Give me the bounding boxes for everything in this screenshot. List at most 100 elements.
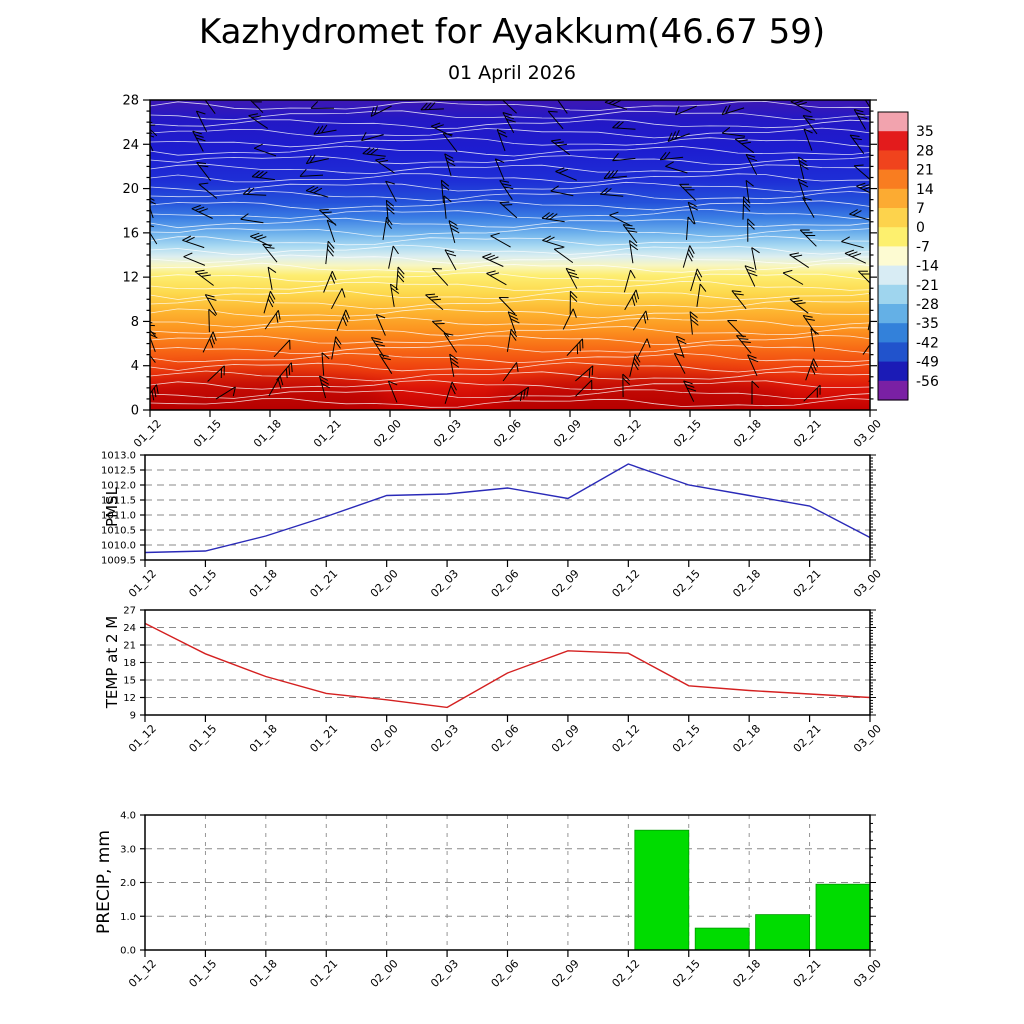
page-subtitle: 01 April 2026	[447, 62, 577, 84]
page-title: Kazhydromet for Ayakkum(46.67 59)	[198, 12, 826, 52]
precip-bar	[634, 829, 690, 951]
svg-text:01_21: 01_21	[307, 957, 340, 990]
svg-text:27: 27	[123, 606, 136, 617]
svg-text:28: 28	[916, 143, 934, 159]
svg-text:02_12: 02_12	[609, 722, 642, 755]
svg-text:02_21: 02_21	[791, 567, 824, 600]
pmsl-line	[144, 463, 871, 554]
precip-bar	[694, 927, 750, 951]
svg-text:21: 21	[916, 163, 934, 179]
svg-text:-35: -35	[916, 316, 939, 332]
svg-text:03_00: 03_00	[851, 722, 884, 755]
svg-text:-14: -14	[916, 259, 939, 275]
svg-text:1.0: 1.0	[120, 912, 136, 923]
svg-text:12: 12	[123, 693, 136, 704]
svg-text:24: 24	[122, 138, 139, 153]
svg-text:01_15: 01_15	[186, 567, 219, 600]
svg-text:20: 20	[122, 182, 139, 197]
svg-text:02_06: 02_06	[491, 417, 524, 450]
svg-text:02_03: 02_03	[431, 417, 464, 450]
svg-text:1012.0: 1012.0	[101, 481, 136, 492]
svg-text:1010.5: 1010.5	[101, 526, 136, 537]
svg-text:1009.5: 1009.5	[101, 556, 136, 567]
svg-text:01_21: 01_21	[307, 567, 340, 600]
temperature-contours	[150, 101, 870, 408]
svg-text:02_18: 02_18	[730, 567, 763, 600]
precip-bar	[755, 914, 810, 951]
svg-text:0: 0	[131, 404, 139, 419]
temp_2m-line	[144, 622, 871, 709]
svg-text:01_12: 01_12	[131, 417, 164, 450]
svg-text:1010.0: 1010.0	[101, 541, 136, 552]
svg-text:2.0: 2.0	[120, 878, 136, 889]
svg-text:1011.5: 1011.5	[101, 496, 136, 507]
svg-text:18: 18	[123, 658, 136, 669]
svg-text:01_18: 01_18	[251, 417, 284, 450]
svg-text:28: 28	[122, 94, 139, 109]
svg-text:01_12: 01_12	[126, 722, 159, 755]
svg-text:1012.5: 1012.5	[101, 466, 136, 477]
svg-text:02_06: 02_06	[489, 957, 522, 990]
svg-text:01_18: 01_18	[247, 957, 280, 990]
svg-text:01_15: 01_15	[186, 957, 219, 990]
svg-text:14: 14	[916, 182, 934, 198]
svg-text:02_12: 02_12	[611, 417, 644, 450]
svg-text:02_09: 02_09	[551, 417, 584, 450]
svg-text:02_00: 02_00	[368, 722, 401, 755]
svg-text:02_00: 02_00	[368, 567, 401, 600]
svg-text:01_15: 01_15	[186, 722, 219, 755]
svg-text:9: 9	[130, 711, 136, 722]
svg-text:02_00: 02_00	[368, 957, 401, 990]
svg-text:4.0: 4.0	[120, 811, 136, 822]
svg-text:02_09: 02_09	[549, 957, 582, 990]
temp-panel: 9 12 15 18 21 24 27 01_12 01_15 01_18 01_21 02_00 02…	[123, 606, 884, 755]
svg-text:-7: -7	[916, 239, 930, 255]
svg-text:4: 4	[131, 359, 139, 374]
svg-text:02_15: 02_15	[670, 722, 703, 755]
svg-text:01_12: 01_12	[126, 567, 159, 600]
svg-text:24: 24	[123, 623, 136, 634]
svg-text:02_18: 02_18	[730, 957, 763, 990]
svg-text:02_18: 02_18	[730, 722, 763, 755]
svg-text:02_15: 02_15	[671, 417, 704, 450]
svg-text:03_00: 03_00	[851, 567, 884, 600]
svg-text:02_21: 02_21	[791, 417, 824, 450]
upper-air-panel: 0 4 8 12 16 20 24 28 01_12 01_15 01_18 01_21 02_00 02…	[122, 94, 884, 450]
svg-text:1011.0: 1011.0	[101, 511, 136, 522]
wind-barbs	[150, 100, 870, 404]
svg-text:01_15: 01_15	[191, 417, 224, 450]
svg-text:01_21: 01_21	[307, 722, 340, 755]
svg-text:35: 35	[916, 124, 934, 140]
svg-text:-56: -56	[916, 374, 939, 390]
svg-text:3.0: 3.0	[120, 844, 136, 855]
svg-text:01_18: 01_18	[247, 722, 280, 755]
svg-text:21: 21	[123, 641, 136, 652]
svg-text:7: 7	[916, 201, 925, 217]
svg-text:02_15: 02_15	[670, 567, 703, 600]
svg-text:02_12: 02_12	[609, 567, 642, 600]
svg-text:03_00: 03_00	[851, 957, 884, 990]
svg-text:01_12: 01_12	[126, 957, 159, 990]
svg-text:0: 0	[916, 220, 925, 236]
svg-text:1013.0: 1013.0	[101, 451, 136, 462]
svg-text:-49: -49	[916, 355, 939, 371]
svg-text:15: 15	[123, 676, 136, 687]
svg-text:-21: -21	[916, 278, 939, 294]
svg-text:02_18: 02_18	[731, 417, 764, 450]
svg-text:-28: -28	[916, 297, 939, 313]
svg-text:12: 12	[122, 271, 139, 286]
svg-text:02_09: 02_09	[549, 722, 582, 755]
precip-bar	[815, 883, 871, 951]
svg-text:8: 8	[131, 315, 139, 330]
svg-text:02_06: 02_06	[489, 722, 522, 755]
svg-text:02_03: 02_03	[428, 957, 461, 990]
svg-text:02_21: 02_21	[791, 957, 824, 990]
svg-text:02_06: 02_06	[489, 567, 522, 600]
precip-panel: 0.0 1.0 2.0 3.0 4.0 01_12 01_15 01_18 01_21 02_00…	[120, 811, 884, 990]
svg-text:-42: -42	[916, 335, 939, 351]
svg-text:03_00: 03_00	[851, 417, 884, 450]
svg-text:16: 16	[122, 226, 139, 241]
svg-text:02_03: 02_03	[428, 722, 461, 755]
